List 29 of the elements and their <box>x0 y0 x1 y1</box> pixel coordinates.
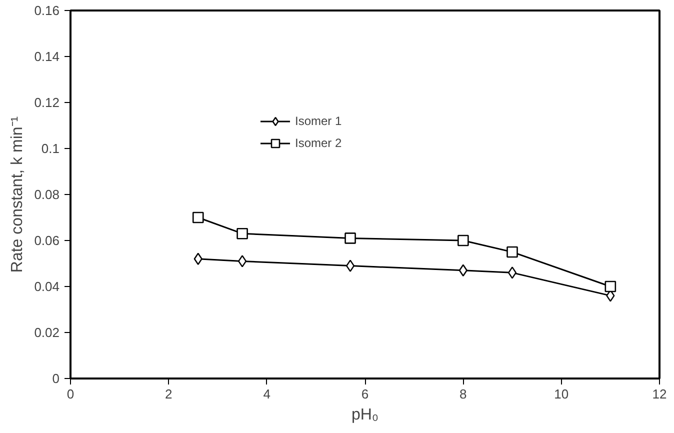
point <box>238 255 247 268</box>
x-tick-label: 4 <box>263 386 270 402</box>
x-tick-label: 2 <box>165 386 172 402</box>
point <box>346 260 355 272</box>
x-tick-label: 10 <box>554 386 569 402</box>
x-tick-label: 8 <box>460 386 467 402</box>
point <box>192 212 204 224</box>
point <box>506 246 518 258</box>
point <box>604 280 616 292</box>
point <box>236 228 248 240</box>
y-tick-label: 0.08 <box>34 187 60 202</box>
y-tick-label: 0.12 <box>34 95 60 110</box>
point <box>458 234 469 246</box>
y-tick-label: 0.16 <box>34 3 60 18</box>
y-axis-title: Rate constant, k min⁻¹ <box>9 116 26 273</box>
x-tick-label: 0 <box>66 386 74 402</box>
x-axis-title: pH₀ <box>351 406 379 424</box>
x-tick-label: 12 <box>652 386 667 402</box>
x-tick-label: 6 <box>361 386 369 402</box>
y-tick-label: 0 <box>52 371 60 386</box>
y-tick-label: 0.14 <box>34 49 60 64</box>
point <box>344 232 356 244</box>
y-tick-label: 0.02 <box>34 325 60 340</box>
y-tick-label: 0.1 <box>41 141 60 156</box>
point <box>508 266 517 279</box>
legend-label: Isomer 1 <box>295 114 342 128</box>
y-tick-label: 0.06 <box>34 233 60 248</box>
legend-label: Isomer 2 <box>295 136 342 150</box>
y-tick-label: 0.04 <box>34 279 60 294</box>
